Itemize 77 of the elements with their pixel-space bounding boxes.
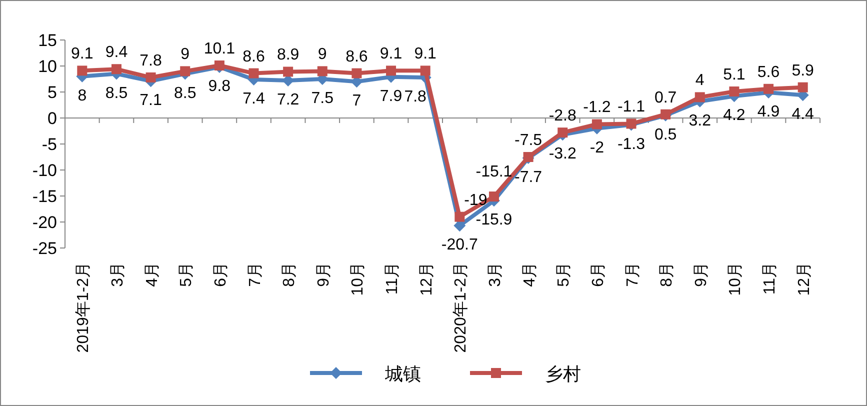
x-tick-label: 9月 — [692, 262, 710, 287]
data-label: 4.9 — [757, 104, 780, 121]
x-tick-label: 8月 — [281, 262, 298, 287]
data-label: 9 — [180, 46, 190, 64]
data-label: 7.4 — [242, 90, 265, 108]
data-label: 8.9 — [276, 46, 300, 64]
data-label: -20.7 — [441, 236, 478, 254]
data-label: 7.8 — [140, 52, 162, 70]
x-tick-label: 5月 — [556, 262, 573, 287]
y-tick-label: -10 — [32, 161, 57, 180]
x-tick-label: 7月 — [246, 262, 264, 287]
data-label: -7.7 — [514, 169, 542, 186]
x-tick-label: 7月 — [624, 262, 642, 287]
data-label: -2 — [590, 139, 604, 156]
y-tick-label: -15 — [32, 187, 57, 206]
y-tick-label: -20 — [32, 213, 57, 232]
data-label: 0.7 — [654, 89, 677, 106]
data-label: 4.4 — [792, 106, 814, 124]
data-label: 4.2 — [723, 107, 746, 124]
x-tick-label: 4月 — [521, 262, 538, 287]
x-tick-label: 2020年1-2月 — [452, 262, 470, 353]
data-label: 5.1 — [723, 66, 746, 84]
data-label: 9.1 — [380, 46, 402, 63]
x-tick-label: 3月 — [486, 262, 504, 287]
data-label: 8 — [78, 87, 87, 104]
x-tick-label: 9月 — [315, 262, 332, 287]
x-tick-label: 12月 — [418, 262, 436, 296]
data-label: -1.2 — [583, 99, 611, 116]
data-label: -7.5 — [514, 132, 542, 149]
y-tick-label: 15 — [38, 31, 57, 50]
x-tick-label: 10月 — [727, 262, 744, 296]
data-label: 7 — [352, 92, 362, 110]
data-label: 9.8 — [208, 78, 231, 96]
data-label: -2.8 — [548, 108, 576, 125]
data-label: 9.4 — [105, 44, 128, 62]
data-label: 8.5 — [105, 84, 128, 102]
x-tick-label: 6月 — [590, 262, 607, 287]
legend-label: 城镇 — [384, 364, 421, 384]
y-tick-label: 0 — [48, 109, 57, 128]
data-label: -1.3 — [617, 136, 646, 153]
x-tick-label: 6月 — [212, 262, 230, 287]
data-label: 9.1 — [71, 46, 94, 63]
data-label: 7.8 — [404, 88, 427, 106]
data-label: 5.6 — [757, 64, 780, 81]
x-tick-label: 10月 — [350, 262, 367, 296]
data-label: 7.2 — [276, 92, 300, 109]
y-tick-label: -5 — [42, 135, 57, 154]
data-label: 7.1 — [140, 92, 162, 110]
data-label: 7.5 — [311, 90, 334, 107]
x-tick-label: 11月 — [762, 262, 779, 295]
data-label: 9 — [318, 46, 327, 64]
y-tick-label: -25 — [32, 239, 57, 258]
x-tick-label: 8月 — [658, 262, 676, 287]
data-label: 8.6 — [346, 48, 368, 66]
data-label: -15.1 — [476, 164, 512, 181]
x-tick-label: 11月 — [384, 262, 402, 295]
data-label: 10.1 — [204, 40, 236, 58]
data-label: 7.9 — [380, 88, 402, 105]
x-tick-label: 12月 — [796, 262, 813, 296]
data-label: 4 — [695, 72, 704, 90]
x-tick-label: 2019年1-2月 — [75, 262, 92, 353]
data-label: -1.1 — [617, 98, 646, 116]
data-label: -19 — [464, 192, 488, 209]
legend-label: 乡村 — [545, 364, 581, 384]
x-tick-label: 5月 — [178, 262, 196, 287]
data-label: 5.9 — [792, 62, 814, 80]
data-label: 3.2 — [688, 112, 712, 130]
x-tick-label: 4月 — [144, 262, 161, 287]
y-tick-label: 5 — [48, 83, 57, 102]
data-label: 9.1 — [414, 46, 437, 63]
x-tick-label: 3月 — [109, 262, 126, 287]
data-label: -3.2 — [548, 146, 576, 163]
data-label: 8.5 — [174, 84, 196, 102]
data-label: 0.5 — [654, 126, 677, 144]
data-label: 8.6 — [242, 48, 265, 66]
y-tick-label: 10 — [38, 57, 57, 76]
data-label: -15.9 — [476, 212, 512, 229]
